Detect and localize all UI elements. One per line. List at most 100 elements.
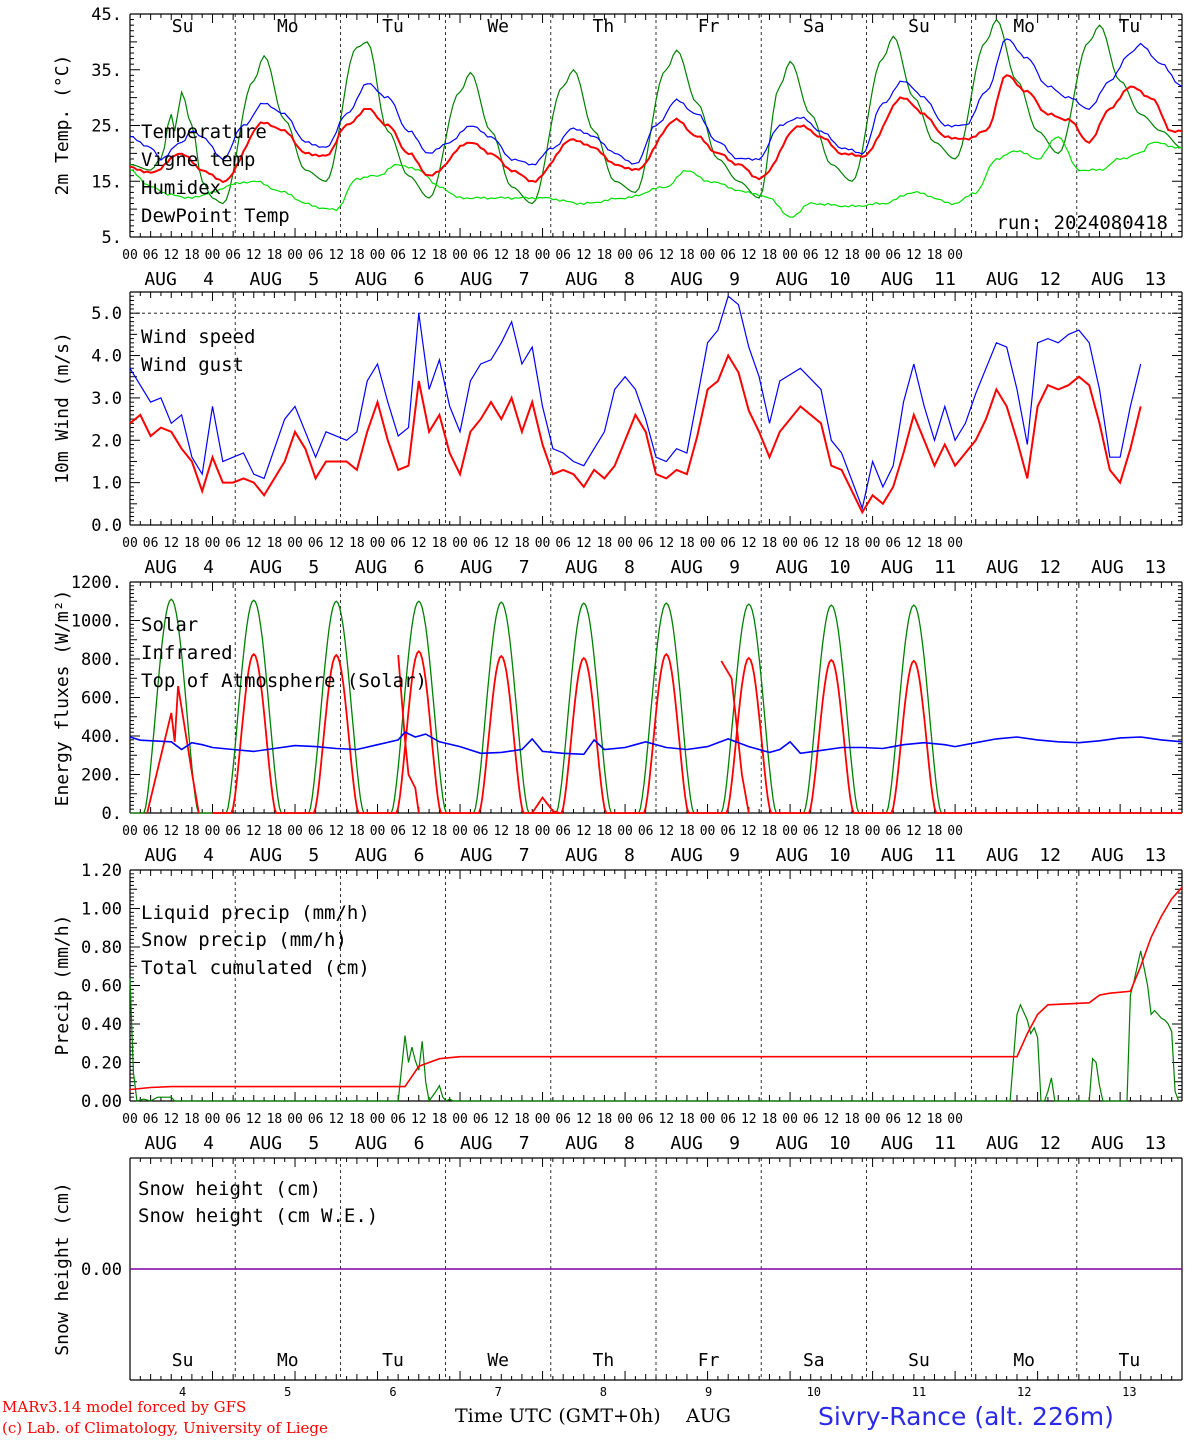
x-date-label: 8 (624, 269, 635, 290)
legend-entry: Solar (141, 614, 198, 636)
x-date-label: 12 (1039, 557, 1061, 578)
x-hour-label: 12 (741, 824, 757, 839)
x-hour-label: 00 (287, 248, 303, 263)
x-hour-label: 00 (205, 824, 221, 839)
x-hour-label: 06 (720, 824, 736, 839)
x-hour-label: 00 (205, 536, 221, 551)
x-hour-label: 00 (947, 536, 963, 551)
x-hour-label: 12 (824, 824, 840, 839)
day-of-week-label: Fr (698, 16, 720, 37)
day-of-week-label: Tu (1119, 1350, 1141, 1371)
x-hour-label: 12 (163, 536, 179, 551)
x-hour-label: 18 (927, 248, 943, 263)
legend-entry: Humidex (141, 177, 221, 199)
x-date-label: 6 (414, 557, 425, 578)
y-tick-label: 200. (81, 766, 122, 786)
x-hour-label: 06 (555, 248, 571, 263)
x-hour-label: 06 (555, 1112, 571, 1127)
x-hour-label: 12 (246, 248, 262, 263)
x-hour-label: 00 (865, 536, 881, 551)
x-date-label: 13 (1145, 845, 1167, 866)
y-tick-label: 5. (102, 228, 122, 248)
x-hour-label: 18 (844, 824, 860, 839)
x-date-label: 10 (829, 557, 851, 578)
x-hour-label: 06 (720, 536, 736, 551)
x-hour-label: 12 (246, 1112, 262, 1127)
panel-3: 0. 200. 400. 600. 800. 1000. 1200.Energy fluxe… (52, 573, 1183, 866)
y-tick-label: 0. (102, 804, 122, 824)
y-tick-label: 0.00 (81, 1092, 122, 1112)
x-month-label: AUG (986, 845, 1019, 866)
x-date-label: 10 (829, 1133, 851, 1154)
legend-entry: Snow precip (mm/h) (141, 929, 347, 951)
x-month-label: AUG (355, 269, 388, 290)
x-date-label: 8 (624, 1133, 635, 1154)
legend-entry: DewPoint Temp (141, 205, 290, 227)
x-month-label: AUG (1091, 269, 1124, 290)
x-hour-label: 00 (865, 1112, 881, 1127)
x-month-label: AUG (881, 557, 914, 578)
x-hour-label: 12 (493, 248, 509, 263)
panel-2: 0.0 1.0 2.0 3.0 4.0 5.0 10m Wind (m/s) 00 06 12 18… (52, 291, 1183, 578)
x-hour-label: 12 (906, 536, 922, 551)
x-month-label: AUG (250, 845, 283, 866)
x-hour-label: 06 (803, 536, 819, 551)
x-date-label: 9 (705, 1385, 712, 1399)
panel-5: 0.00 Snow height (cm) Su Mo Tu We Th Fr Sa Su Mo Tu… (52, 1157, 1183, 1399)
x-hour-label: 18 (679, 1112, 695, 1127)
x-hour-label: 00 (700, 824, 716, 839)
day-of-week-label: Mo (1013, 1350, 1035, 1371)
x-hour-label: 18 (597, 248, 613, 263)
x-date-label: 8 (600, 1385, 607, 1399)
x-date-label: 7 (519, 845, 530, 866)
x-hour-label: 18 (762, 536, 778, 551)
x-month-label: AUG (986, 1133, 1019, 1154)
x-month-label: AUG (355, 557, 388, 578)
x-hour-label: 18 (679, 824, 695, 839)
x-hour-label: 12 (576, 536, 592, 551)
x-hour-label: 18 (927, 824, 943, 839)
x-hour-label: 12 (411, 824, 427, 839)
x-hour-label: 18 (267, 824, 283, 839)
series-line (397, 655, 420, 814)
x-month-label: AUG (670, 269, 703, 290)
x-date-label: 12 (1017, 1385, 1031, 1399)
x-month-label: AUG (670, 845, 703, 866)
x-hour-label: 18 (184, 248, 200, 263)
x-date-label: 12 (1039, 1133, 1061, 1154)
y-tick-label: 0.20 (81, 1054, 122, 1074)
x-hour-label: 06 (473, 824, 489, 839)
day-of-week-label: Mo (277, 16, 299, 37)
x-hour-label: 06 (803, 824, 819, 839)
x-hour-label: 06 (885, 536, 901, 551)
x-hour-label: 12 (658, 824, 674, 839)
day-of-week-label: Sa (803, 1350, 825, 1371)
x-hour-label: 18 (762, 1112, 778, 1127)
x-hour-label: 00 (700, 248, 716, 263)
x-date-label: 10 (829, 845, 851, 866)
x-hour-label: 00 (947, 824, 963, 839)
series-line (129, 950, 1180, 1103)
day-of-week-label: Tu (382, 16, 404, 37)
y-tick-label: 5.0 (91, 304, 122, 324)
x-hour-label: 18 (349, 536, 365, 551)
x-month-label: AUG (355, 1133, 388, 1154)
x-month-label: AUG (565, 269, 598, 290)
x-hour-label: 00 (947, 248, 963, 263)
x-hour-label: 12 (576, 824, 592, 839)
x-hour-label: 00 (452, 248, 468, 263)
x-hour-label: 06 (720, 1112, 736, 1127)
x-hour-label: 12 (658, 536, 674, 551)
x-hour-label: 06 (308, 824, 324, 839)
x-hour-label: 06 (390, 248, 406, 263)
y-tick-label: 1200. (71, 573, 122, 593)
x-date-label: 7 (519, 269, 530, 290)
x-hour-label: 18 (432, 536, 448, 551)
day-of-week-label: Tu (382, 1350, 404, 1371)
x-hour-label: 12 (824, 1112, 840, 1127)
x-hour-label: 06 (143, 1112, 159, 1127)
x-hour-label: 00 (617, 248, 633, 263)
x-date-label: 6 (414, 269, 425, 290)
y-tick-label: 0.60 (81, 977, 122, 997)
